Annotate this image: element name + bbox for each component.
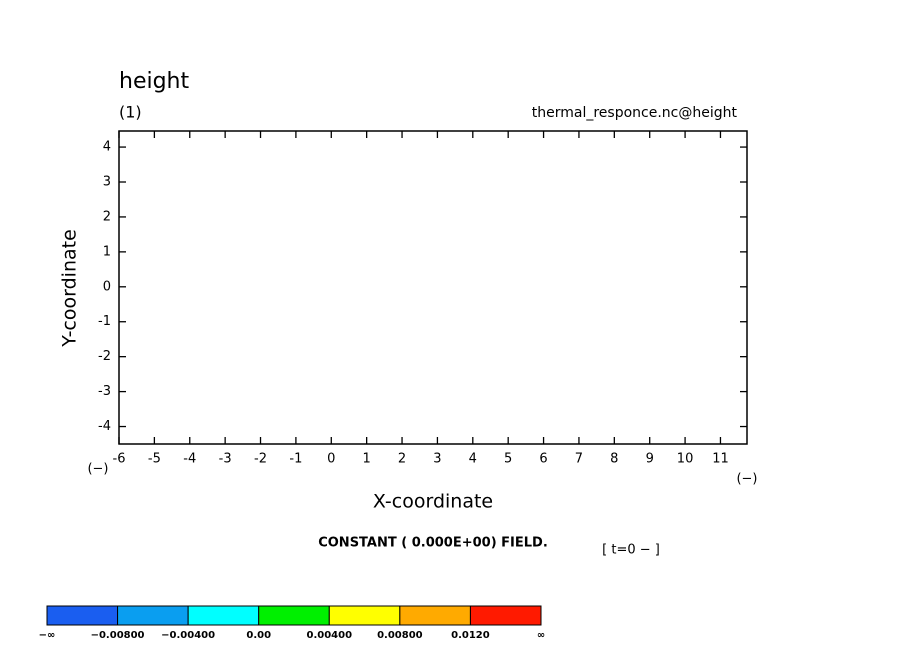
chart-title: height [119,69,189,94]
x-tick-label: 2 [398,452,406,467]
y-tick-label: -2 [98,349,111,364]
x-tick-label: 7 [575,452,583,467]
colorbar-label: −∞ [39,630,56,641]
x-tick-label: 6 [539,452,547,467]
y-tick-label: 1 [103,244,111,259]
colorbar-label: ∞ [537,630,545,641]
colorbar-cell [328,605,401,626]
y-tick-label: -3 [98,384,111,399]
y-tick-label: 0 [103,279,111,294]
source-label: thermal_responce.nc@height [532,105,738,121]
x-tick-label: 4 [469,452,477,467]
colorbar-label: 0.00 [246,630,271,641]
colorbar-label: −0.00800 [91,630,145,641]
x-tick-label: 5 [504,452,512,467]
x-tick-label: -2 [254,452,267,467]
y-tick-label: 4 [103,140,111,155]
x-unit: (−) [87,462,108,477]
message: CONSTANT ( 0.000E+00) FIELD. [318,536,548,551]
x-tick-label: 0 [327,452,335,467]
x-tick-label: -5 [148,452,161,467]
y-tick-label: 2 [103,209,111,224]
x-tick-label: 11 [712,452,729,467]
x-tick-label: 10 [677,452,694,467]
x-unit: (−) [736,472,757,487]
plot-frame [118,130,748,445]
y-tick-label: 3 [103,175,111,190]
colorbar-cell [187,605,260,626]
x-tick-label: -6 [113,452,126,467]
colorbar-cell [258,605,330,626]
x-axis-label: X-coordinate [373,491,493,513]
colorbar-cell [46,605,119,626]
colorbar-label: 0.00400 [307,630,353,641]
y-tick-label: -1 [98,314,111,329]
time-label: [ t=0 − ] [602,543,660,558]
x-tick-label: -1 [289,452,302,467]
y-tick-label: -4 [98,419,111,434]
colorbar-label: 0.00800 [377,630,423,641]
colorbar-cell [399,605,471,626]
y-axis-label: Y-coordinate [59,229,81,348]
subtitle: (1) [119,103,142,122]
x-tick-label: -4 [183,452,196,467]
x-tick-label: -3 [219,452,232,467]
x-tick-label: 8 [610,452,618,467]
x-tick-label: 9 [646,452,654,467]
colorbar-cell [469,605,542,626]
colorbar-cell [117,605,189,626]
x-tick-label: 1 [363,452,371,467]
colorbar-label: 0.0120 [451,630,490,641]
colorbar-label: −0.00400 [161,630,215,641]
x-tick-label: 3 [433,452,441,467]
